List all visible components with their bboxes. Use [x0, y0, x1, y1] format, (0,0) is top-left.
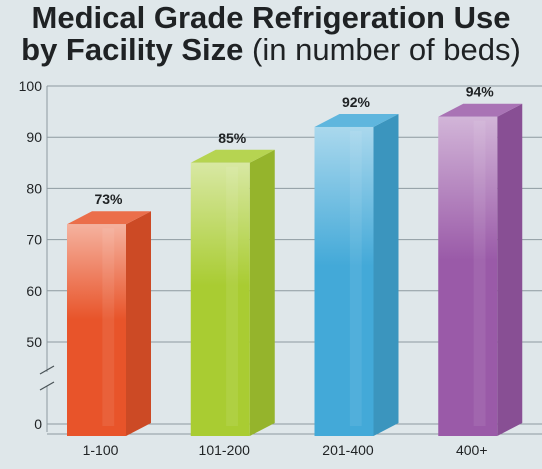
- bar-101-200: [190, 149, 275, 437]
- chart-title: Medical Grade Refrigeration Use by Facil…: [0, 2, 542, 66]
- title-line-2-bold: by Facility Size: [21, 32, 244, 67]
- labels: 73% 1-100 85% 101-200 92% 201-400 94% 400+: [83, 84, 495, 458]
- bar-400+: [438, 103, 523, 436]
- bar-highlight: [473, 120, 486, 426]
- bar-front: [314, 126, 374, 437]
- x-tick-label: 201-400: [322, 442, 374, 458]
- bar-side: [497, 103, 523, 436]
- bar-201-400: [314, 113, 399, 437]
- bar-highlight: [102, 228, 115, 426]
- y-tick-label: 80: [26, 180, 42, 196]
- bar-front: [190, 162, 250, 437]
- bar-top: [314, 113, 399, 127]
- bar-highlight: [349, 130, 362, 426]
- data-label: 92%: [342, 94, 371, 110]
- y-tick-label: 100: [19, 78, 43, 94]
- title-line-1: Medical Grade Refrigeration Use: [31, 0, 511, 35]
- x-tick-label: 101-200: [199, 442, 251, 458]
- y-tick-label: 0: [34, 416, 42, 432]
- y-tick-label: 60: [26, 283, 42, 299]
- x-tick-label: 400+: [456, 442, 488, 458]
- bar-1-100: [67, 211, 151, 436]
- axis-break-mark: [39, 365, 55, 375]
- data-label: 73%: [94, 191, 123, 207]
- bar-front: [438, 116, 498, 436]
- bar-top: [438, 103, 523, 117]
- bar-side: [249, 149, 275, 437]
- axis-break-mark: [39, 381, 55, 391]
- bar-top: [67, 211, 151, 225]
- bar-front: [67, 224, 126, 436]
- bar-side: [373, 113, 399, 437]
- x-tick-label: 1-100: [83, 442, 119, 458]
- data-label: 94%: [466, 84, 495, 100]
- bar-highlight: [226, 166, 238, 427]
- y-tick-label: 50: [26, 334, 42, 350]
- y-tick-label: 90: [26, 129, 42, 145]
- bar-top: [190, 149, 275, 163]
- title-line-2: by Facility Size (in number of beds): [0, 34, 542, 66]
- title-line-2-normal: (in number of beds): [252, 32, 521, 67]
- y-tick-label: 70: [26, 232, 42, 248]
- bar-side: [126, 211, 151, 436]
- bars: [67, 103, 523, 437]
- data-label: 85%: [218, 130, 247, 146]
